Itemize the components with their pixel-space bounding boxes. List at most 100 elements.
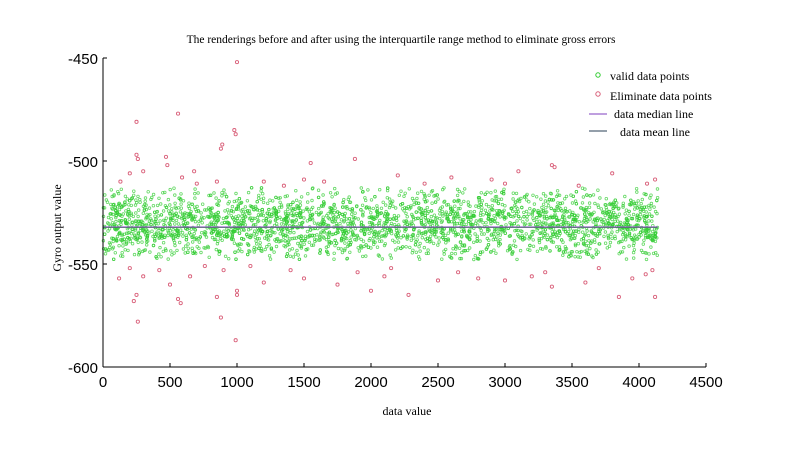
valid-point (114, 208, 118, 213)
valid-point (587, 239, 591, 243)
valid-point (224, 215, 228, 220)
valid-point (532, 208, 536, 212)
valid-point (434, 235, 438, 239)
valid-point (585, 229, 589, 233)
valid-point (468, 246, 472, 250)
valid-point (591, 193, 596, 197)
valid-point (283, 194, 287, 199)
valid-point (168, 203, 172, 207)
valid-point (531, 238, 535, 242)
valid-point (453, 233, 458, 238)
valid-point (303, 238, 307, 243)
valid-point (561, 253, 565, 257)
valid-point (586, 233, 591, 238)
valid-point (204, 208, 209, 212)
valid-point (560, 209, 564, 213)
valid-point (334, 241, 339, 245)
valid-point (207, 255, 211, 259)
valid-point (113, 205, 117, 209)
valid-point (522, 223, 527, 227)
valid-point (638, 230, 643, 234)
valid-point (158, 245, 162, 250)
valid-point (154, 255, 158, 259)
valid-point (112, 194, 116, 198)
valid-point (519, 196, 523, 201)
valid-point (239, 200, 244, 205)
valid-point (550, 215, 555, 220)
eliminate-point (232, 128, 237, 133)
valid-point (102, 232, 107, 236)
valid-point (643, 220, 648, 224)
valid-point (592, 238, 597, 242)
valid-point (416, 255, 421, 259)
valid-point (378, 218, 382, 223)
valid-point (567, 255, 571, 259)
valid-point (382, 214, 387, 218)
eliminate-point (549, 284, 554, 289)
valid-point (239, 228, 244, 232)
valid-point (584, 207, 589, 212)
eliminate-point (616, 294, 621, 300)
valid-point (469, 222, 473, 227)
valid-point (540, 221, 544, 226)
valid-point (492, 248, 496, 252)
valid-point (115, 238, 119, 243)
valid-point (564, 194, 569, 199)
valid-point (453, 204, 457, 208)
legend-label-median: data median line (614, 107, 693, 121)
valid-point (281, 233, 285, 237)
valid-point (266, 215, 270, 219)
valid-point (435, 223, 439, 227)
valid-point (196, 208, 200, 213)
valid-point (361, 190, 365, 194)
valid-point (583, 212, 587, 216)
valid-point (555, 205, 559, 209)
valid-point (607, 202, 612, 207)
valid-point (539, 236, 544, 241)
valid-point (111, 203, 115, 207)
valid-point (577, 219, 581, 224)
valid-point (627, 202, 632, 207)
eliminate-point (576, 183, 581, 188)
valid-point (420, 235, 424, 240)
valid-point (293, 207, 297, 211)
valid-point (542, 235, 547, 239)
valid-point (596, 232, 600, 236)
valid-point (465, 234, 469, 239)
valid-point (304, 247, 308, 252)
valid-point (472, 240, 476, 244)
eliminate-point (157, 268, 162, 273)
valid-point (655, 253, 659, 257)
eliminate-point (322, 179, 327, 184)
valid-point (456, 232, 460, 236)
eliminate-point (192, 169, 197, 174)
valid-point (467, 237, 471, 241)
valid-point (127, 213, 131, 218)
valid-point (440, 219, 444, 223)
valid-point (348, 250, 352, 254)
valid-point (545, 233, 550, 237)
valid-point (412, 236, 416, 240)
valid-point (413, 243, 418, 247)
valid-point (138, 236, 143, 240)
valid-point (283, 244, 288, 249)
valid-point (109, 188, 113, 192)
valid-point (368, 207, 372, 211)
valid-point (603, 202, 607, 207)
valid-point (410, 212, 414, 217)
valid-point (149, 222, 153, 227)
valid-point (418, 241, 422, 246)
valid-point (285, 234, 290, 239)
valid-point (261, 219, 265, 223)
valid-point (222, 229, 226, 233)
valid-point (463, 187, 467, 191)
valid-point (229, 237, 234, 241)
eliminate-point (261, 179, 266, 184)
valid-point (308, 213, 312, 218)
valid-point (138, 219, 143, 223)
valid-point (349, 228, 353, 232)
valid-point (396, 214, 401, 218)
valid-point (428, 234, 433, 238)
valid-point (295, 204, 299, 208)
valid-point (307, 240, 311, 244)
